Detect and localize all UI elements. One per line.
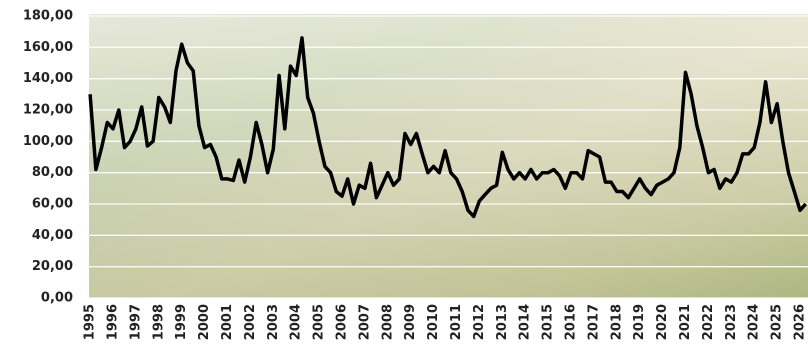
x-tick-label: 1996 — [106, 304, 121, 340]
x-tick-label: 2005 — [312, 304, 327, 340]
x-tick-label: 2010 — [426, 304, 441, 340]
y-tick-label: 140,00 — [23, 71, 73, 86]
y-tick-label: 160,00 — [23, 40, 73, 55]
x-tick-label: 2019 — [632, 304, 647, 340]
x-tick-label: 2000 — [197, 304, 212, 340]
x-tick-label: 2015 — [541, 304, 556, 340]
x-tick-label: 2004 — [289, 304, 304, 340]
y-tick-label: 100,00 — [23, 134, 73, 149]
x-tick-label: 2001 — [220, 304, 235, 340]
x-tick-label: 2023 — [724, 304, 739, 340]
x-tick-label: 2020 — [655, 304, 670, 340]
x-tick-label: 2003 — [266, 304, 281, 340]
x-tick-label: 2018 — [609, 304, 624, 340]
price-line — [88, 36, 807, 219]
y-tick-label: 120,00 — [23, 103, 73, 118]
x-tick-label: 2022 — [701, 304, 716, 340]
y-tick-label: 40,00 — [32, 228, 73, 243]
x-tick-label: 1998 — [151, 304, 166, 340]
x-tick-label: 1999 — [174, 304, 189, 340]
x-tick-label: 2009 — [403, 304, 418, 340]
x-tick-label: 2002 — [243, 304, 258, 340]
y-tick-label: 0,00 — [41, 291, 73, 306]
x-tick-label: 2008 — [380, 304, 395, 340]
background-shade — [89, 14, 808, 298]
x-tick-label: 1995 — [83, 304, 98, 340]
x-tick-label: 2011 — [449, 304, 464, 340]
x-tick-label: 2012 — [472, 304, 487, 340]
x-tick-label: 2014 — [518, 304, 533, 340]
x-tick-label: 2021 — [678, 304, 693, 340]
y-tick-label: 20,00 — [32, 259, 73, 274]
x-tick-label: 2006 — [335, 304, 350, 340]
y-tick-label: 60,00 — [32, 197, 73, 212]
x-tick-label: 2017 — [586, 304, 601, 340]
x-tick-label: 2007 — [357, 304, 372, 340]
x-tick-label: 2024 — [747, 304, 762, 340]
x-tick-label: 2013 — [495, 304, 510, 340]
x-tick-label: 1997 — [128, 304, 143, 340]
x-tick-label: 2026 — [792, 304, 807, 340]
x-tick-label: 2025 — [770, 304, 785, 340]
y-tick-label: 80,00 — [32, 165, 73, 180]
x-tick-label: 2016 — [564, 304, 579, 340]
y-tick-label: 180,00 — [23, 9, 73, 24]
